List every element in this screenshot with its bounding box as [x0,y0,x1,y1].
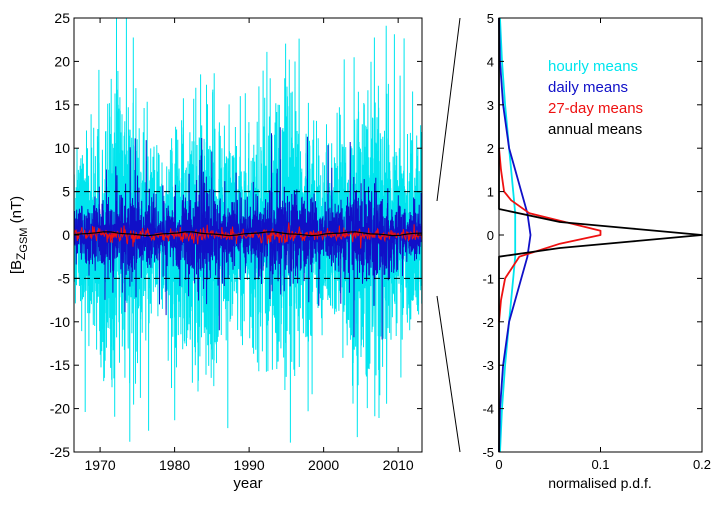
left-y-tick-label: -15 [50,357,70,373]
left-y-tick-label: 0 [62,227,70,243]
twentyseven-day-means-pdf [498,148,602,322]
left-y-tick-label: 10 [54,140,70,156]
left-x-tick-label: 1980 [159,457,190,473]
left-x-ticks: 1970 1980 1990 2000 2010 [85,18,414,473]
left-y-tick-label: -5 [58,270,71,286]
right-y-ticks: -5 -4 -3 -2 -1 0 1 2 3 4 5 [482,11,702,460]
left-y-tick-label: 25 [54,10,70,26]
left-reference-lines [74,191,422,279]
legend-hourly-means: hourly means [548,58,638,75]
left-y-ticks: -25 -20 -15 -10 -5 0 5 10 15 20 25 [50,10,422,460]
hourly-means-pdf [499,17,517,453]
right-y-tick-label: 2 [487,141,494,156]
left-x-tick-label: 1990 [234,457,265,473]
right-x-tick-label: 0 [495,457,502,472]
legend: hourly means daily means 27-day means annua… [548,58,643,138]
left-y-tick-label: 20 [54,53,70,69]
right-y-tick-label: -2 [482,315,494,330]
twentyseven-day-means-trace [73,222,423,249]
right-y-tick-label: -3 [482,358,494,373]
left-traces [73,17,423,443]
left-y-axis-label: [BZGSM (nT) [8,196,30,274]
left-y-tick-label: 15 [54,97,70,113]
legend-annual-means: annual means [548,121,642,138]
right-x-tick-label: 0.1 [591,457,609,472]
left-x-tick-label: 2000 [308,457,339,473]
daily-means-trace [73,127,423,340]
right-panel: -5 -4 -3 -2 -1 0 1 2 3 4 5 0 0.1 0.2 normalised p.d.… [482,11,711,491]
legend-daily-means: daily means [548,79,628,96]
left-y-tick-label: 5 [62,184,70,200]
daily-means-pdf [498,17,532,453]
left-x-tick-label: 2010 [383,457,414,473]
annual-means-trace [73,231,423,237]
left-y-tick-label: -20 [50,401,70,417]
right-y-tick-label: -1 [482,271,494,286]
left-y-tick-label: -25 [50,444,70,460]
right-y-tick-label: 5 [487,11,494,26]
right-y-tick-label: 4 [487,54,494,69]
right-y-tick-label: 1 [487,185,494,200]
zoom-connector-bottom [436,295,461,453]
right-y-tick-label: -5 [482,445,494,460]
right-x-axis-label: normalised p.d.f. [548,475,652,491]
right-y-tick-label: 0 [487,228,494,243]
left-y-tick-label: -10 [50,314,70,330]
right-x-tick-label: 0.2 [693,457,711,472]
left-x-tick-label: 1970 [85,457,116,473]
legend-27-day-means: 27-day means [548,100,643,117]
left-panel: -25 -20 -15 -10 -5 0 5 10 15 20 25 1970 1980 1990 200… [8,10,423,492]
left-x-axis-label: year [233,475,262,492]
right-y-tick-label: -4 [482,402,494,417]
zoom-connector-top [436,17,461,202]
right-x-ticks: 0 0.1 0.2 [495,18,711,472]
right-y-tick-label: 3 [487,98,494,113]
zoom-connectors [436,17,461,453]
